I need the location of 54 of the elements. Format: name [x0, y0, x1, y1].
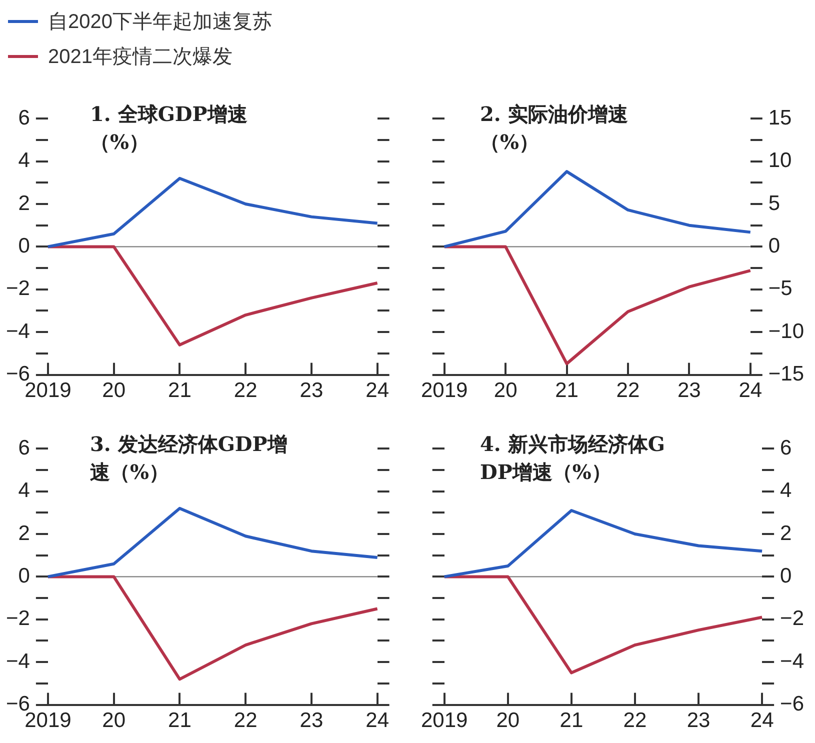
y2-tick-label: −10	[768, 320, 804, 343]
legend-label: 自2020下半年起加速复苏	[48, 10, 272, 35]
x-tick-label: 22	[234, 379, 258, 402]
chart-title: 2. 实际油价增速（%）	[480, 101, 629, 156]
x-tick-label: 21	[555, 379, 578, 402]
x-tick-label: 2019	[421, 709, 468, 732]
y2-tick-label: 0	[780, 564, 792, 588]
y2-tick-label: −4	[780, 650, 804, 673]
x-tick-label: 22	[616, 379, 640, 402]
x-tick-label: 21	[560, 709, 584, 732]
chart-title: 4. 新兴市场经济体GDP增速（%）	[480, 431, 666, 486]
x-tick-label: 24	[366, 379, 390, 402]
y-tick-label: −2	[6, 277, 30, 300]
x-tick-label: 23	[677, 379, 701, 402]
y-tick-label: −4	[6, 320, 30, 343]
x-tick-label: 23	[300, 709, 324, 732]
x-tick-label: 21	[168, 709, 192, 732]
x-tick-label: 23	[300, 379, 324, 402]
y-tick-label: 4	[18, 479, 30, 502]
y2-tick-label: 6	[780, 436, 792, 460]
y-tick-label: 4	[18, 149, 30, 172]
x-tick-label: 20	[102, 709, 126, 732]
legend-label: 2021年疫情二次爆发	[48, 45, 232, 70]
y2-tick-label: −2	[780, 607, 804, 630]
chart-title: 1. 全球GDP增速（%）	[90, 101, 248, 156]
x-tick-label: 23	[686, 709, 710, 732]
y2-tick-label: 5	[768, 192, 780, 215]
y-tick-label: 6	[18, 106, 30, 130]
x-tick-label: 22	[234, 709, 258, 732]
chart-title: 3. 发达经济体GDP增速（%）	[90, 431, 288, 486]
y-tick-label: 0	[18, 234, 30, 258]
y2-tick-label: 2	[780, 522, 792, 545]
x-tick-label: 24	[366, 709, 390, 732]
y2-tick-label: −15	[768, 362, 804, 386]
y2-tick-label: 15	[768, 106, 792, 130]
y2-tick-label: −5	[768, 277, 792, 300]
y-tick-label: 2	[18, 522, 30, 545]
y-tick-label: −4	[6, 650, 30, 673]
y2-tick-label: −6	[780, 692, 804, 716]
y2-tick-label: 10	[768, 149, 792, 172]
y-tick-label: 2	[18, 192, 30, 215]
y2-tick-label: 4	[780, 479, 792, 502]
x-tick-label: 2019	[421, 379, 468, 402]
x-tick-label: 21	[168, 379, 192, 402]
x-tick-label: 22	[623, 709, 647, 732]
y-tick-label: −2	[6, 607, 30, 630]
x-tick-label: 24	[750, 709, 774, 732]
y-tick-label: 0	[18, 564, 30, 588]
x-tick-label: 24	[738, 379, 762, 402]
x-tick-label: 20	[102, 379, 126, 402]
y-tick-label: 6	[18, 436, 30, 460]
x-tick-label: 20	[496, 709, 520, 732]
x-tick-label: 20	[494, 379, 518, 402]
y2-tick-label: 0	[768, 234, 780, 258]
